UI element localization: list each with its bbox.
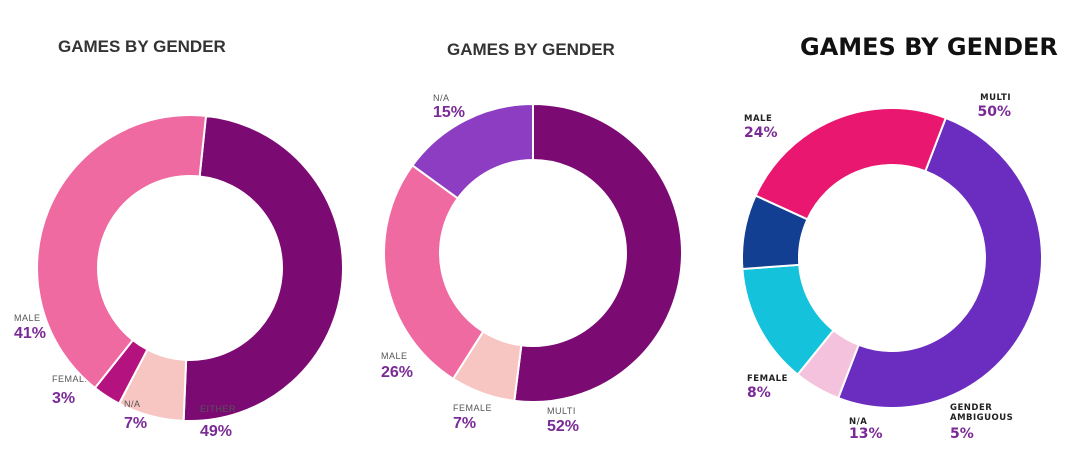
donut-chart-2: GAMES BY GENDER MULTI 52% FEMALE 7% MALE 26% N/…: [381, 40, 683, 435]
slice-value: 13%: [849, 426, 883, 442]
slice-label: MALE: [381, 351, 408, 361]
donut-chart-1: GAMES BY GENDER EITHER 49% N/A 7% FEMALE 3% MAL…: [14, 37, 345, 440]
slice-label: N/A: [849, 417, 867, 427]
slice-value: 7%: [453, 415, 476, 432]
slice-either: [182, 114, 345, 422]
slice-value: 5%: [950, 426, 974, 442]
slice-value: 41%: [14, 325, 46, 342]
slice-value: 52%: [547, 418, 579, 435]
slice-value: 49%: [200, 423, 232, 440]
slice-label: EITHER: [200, 404, 236, 414]
slice-label: MALE: [14, 313, 41, 323]
slice-value: 26%: [381, 364, 413, 381]
slice-label: FEMALE: [453, 403, 492, 413]
slice-label: GENDER: [950, 403, 992, 413]
slice-label: FEMALE: [52, 374, 91, 384]
chart-title: GAMES BY GENDER: [58, 37, 226, 56]
slice-label: MULTI: [980, 93, 1011, 103]
slice-multi: [513, 102, 683, 403]
slice-value: 3%: [52, 390, 75, 407]
slice-value: 7%: [124, 415, 147, 432]
slice-label: N/A: [433, 93, 450, 103]
slice-label: N/A: [124, 399, 141, 409]
slice-value: 8%: [747, 385, 771, 401]
slice-value: 50%: [977, 104, 1011, 120]
slice-male: [754, 107, 948, 221]
slice-label: MULTI: [547, 406, 576, 416]
slice-value: 15%: [433, 104, 465, 121]
slice-n-a: [411, 102, 534, 200]
slice-label: AMBIGUOUS: [950, 413, 1013, 423]
slice-value: 24%: [744, 125, 778, 141]
slice-male: [383, 164, 485, 381]
slice-multi: [836, 116, 1043, 409]
slice-label: FEMALE: [747, 374, 788, 384]
slice-male: [36, 114, 208, 390]
chart-title: GAMES BY GENDER: [800, 33, 1058, 61]
chart-title: GAMES BY GENDER: [447, 40, 615, 59]
slice-label: MALE: [744, 114, 772, 124]
